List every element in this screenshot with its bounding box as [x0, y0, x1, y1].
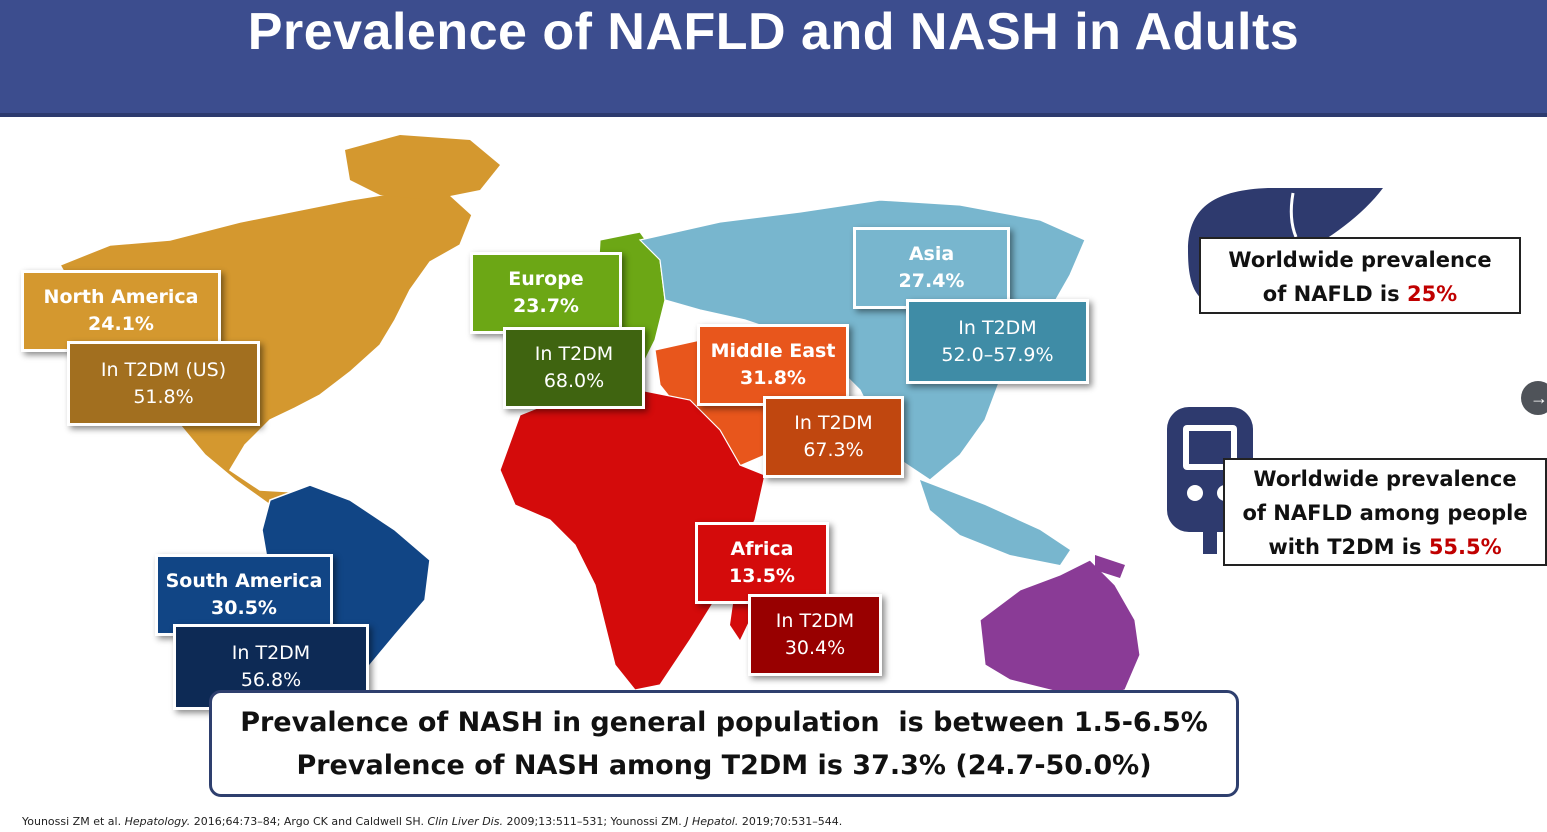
- europe-value: 23.7%: [513, 295, 579, 317]
- middle-east-t2dm-title: In T2DM: [794, 412, 873, 434]
- oceania-shape: [979, 559, 1141, 701]
- reference-1-journal: Hepatology.: [124, 815, 191, 828]
- worldwide-nafld-box: Worldwide prevalence of NAFLD is 25%: [1199, 237, 1521, 314]
- north-america-t2dm-label: In T2DM (US) 51.8%: [67, 341, 260, 426]
- asia-t2dm-label: In T2DM 52.0–57.9%: [906, 299, 1089, 384]
- africa-value: 13.5%: [729, 565, 795, 587]
- europe-t2dm-title: In T2DM: [534, 343, 614, 365]
- worldwide-t2dm-line1: Worldwide prevalence: [1253, 467, 1517, 491]
- asia-t2dm-title: In T2DM: [958, 316, 1037, 339]
- europe-t2dm-label: In T2DM 68.0%: [503, 327, 645, 409]
- next-slide-button[interactable]: →: [1521, 381, 1547, 415]
- middle-east-t2dm-label: In T2DM 67.3%: [763, 396, 904, 478]
- africa-name: Africa: [730, 538, 794, 560]
- middle-east-value: 31.8%: [740, 367, 806, 389]
- title-bar: Prevalence of NAFLD and NASH in Adults: [0, 0, 1547, 117]
- reference-3-details: 2019;70:531–544.: [738, 815, 843, 828]
- middle-east-name: Middle East: [710, 340, 836, 362]
- africa-shape: [499, 389, 766, 691]
- europe-t2dm-value: 68.0%: [543, 370, 605, 392]
- nash-prevalence-box: Prevalence of NASH in general population…: [209, 690, 1239, 797]
- north-america-label: North America 24.1%: [21, 270, 221, 352]
- reference-2-details: 2009;13:511–531; Younossi ZM.: [502, 815, 686, 828]
- asia-value: 27.4%: [898, 270, 965, 292]
- north-america-name: North America: [43, 286, 199, 308]
- north-america-t2dm-value: 51.8%: [133, 385, 194, 408]
- southeast-asia-shape: [920, 480, 1070, 565]
- reference-1-details: 2016;64:73–84; Argo CK and Caldwell SH.: [190, 815, 428, 828]
- worldwide-t2dm-line3-text: with T2DM is: [1268, 535, 1429, 559]
- africa-t2dm-title: In T2DM: [775, 610, 855, 632]
- europe-label: Europe 23.7%: [470, 252, 622, 334]
- references: Younossi ZM et al. Hepatology. 2016;64:7…: [22, 815, 842, 828]
- new-guinea-shape: [1095, 555, 1125, 578]
- worldwide-nafld-value: 25%: [1406, 282, 1458, 306]
- arrow-right-icon: →: [1530, 388, 1547, 408]
- south-america-t2dm-title: In T2DM: [231, 642, 311, 664]
- worldwide-nafld-line1: Worldwide prevalence: [1228, 248, 1492, 272]
- worldwide-t2dm-value: 55.5%: [1428, 535, 1502, 559]
- south-america-value: 30.5%: [211, 597, 277, 619]
- africa-t2dm-value: 30.4%: [784, 637, 846, 659]
- asia-name: Asia: [908, 243, 955, 265]
- africa-t2dm-label: In T2DM 30.4%: [748, 594, 882, 676]
- worldwide-t2dm-line2: of NAFLD among people: [1242, 501, 1528, 525]
- nash-line1: Prevalence of NASH in general population…: [240, 707, 1208, 738]
- asia-label: Asia 27.4%: [853, 227, 1010, 309]
- reference-3-journal: J Hepatol.: [685, 815, 739, 828]
- greenland-shape: [345, 135, 500, 200]
- middle-east-t2dm-value: 67.3%: [803, 439, 864, 461]
- europe-name: Europe: [508, 268, 584, 290]
- reference-1-authors: Younossi ZM et al.: [22, 815, 125, 828]
- worldwide-nafld-line2: of NAFLD is 25%: [1201, 277, 1519, 311]
- worldwide-nafld-line2-text: of NAFLD is: [1262, 282, 1407, 306]
- africa-label: Africa 13.5%: [695, 522, 829, 604]
- south-america-name: South America: [165, 570, 323, 592]
- north-america-value: 24.1%: [88, 313, 154, 335]
- worldwide-t2dm-box: Worldwide prevalence of NAFLD among peop…: [1223, 458, 1547, 566]
- asia-t2dm-value: 52.0–57.9%: [941, 343, 1054, 366]
- worldwide-t2dm-line3: with T2DM is 55.5%: [1225, 530, 1545, 564]
- middle-east-label: Middle East 31.8%: [697, 324, 849, 406]
- south-america-t2dm-value: 56.8%: [240, 669, 302, 691]
- reference-2-journal: Clin Liver Dis.: [427, 815, 503, 828]
- nash-line2: Prevalence of NASH among T2DM is 37.3% (…: [296, 750, 1152, 781]
- north-america-t2dm-title: In T2DM (US): [100, 358, 227, 381]
- page-title: Prevalence of NAFLD and NASH in Adults: [247, 3, 1300, 61]
